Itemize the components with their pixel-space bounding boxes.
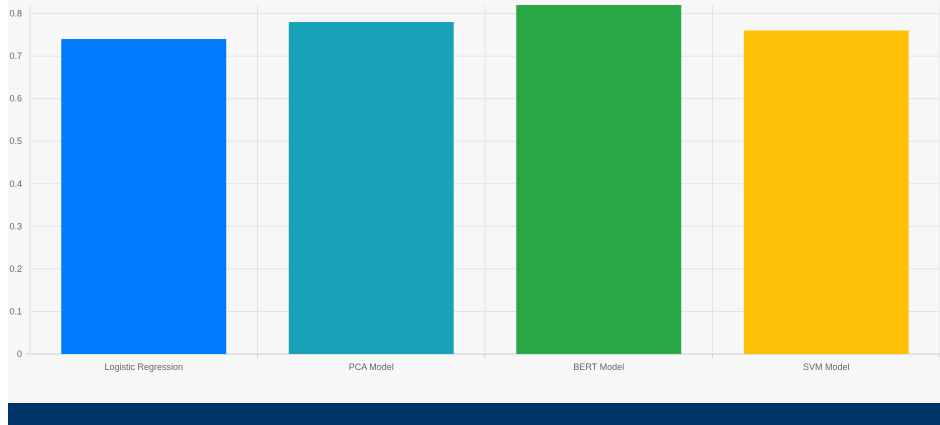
y-tick-label-3: 0.3 xyxy=(9,221,22,231)
y-tick-label-6: 0.6 xyxy=(9,94,22,104)
chart-panel: 0 0.1 0.2 0.3 0.4 0.5 0.6 0.7 0.8 Logistic Regres… xyxy=(8,0,940,403)
x-tick-label-3: SVM Model xyxy=(803,362,850,372)
y-tick-label-0: 0 xyxy=(17,349,22,359)
y-tick-label-2: 0.2 xyxy=(9,264,22,274)
y-tick-label-7: 0.7 xyxy=(9,51,22,61)
x-tick-label-1: PCA Model xyxy=(349,362,394,372)
bar-svm-model[interactable] xyxy=(743,30,909,354)
bar-bert-model[interactable] xyxy=(516,5,682,354)
x-tick-label-0: Logistic Regression xyxy=(104,362,183,372)
bar-pca-model[interactable] xyxy=(288,22,454,355)
bar-logistic-regression[interactable] xyxy=(61,39,227,355)
x-tick-label-2: BERT Model xyxy=(573,362,624,372)
y-tick-label-8: 0.8 xyxy=(9,9,22,19)
footer-band xyxy=(8,403,940,425)
y-tick-label-4: 0.4 xyxy=(9,179,22,189)
y-tick-label-5: 0.5 xyxy=(9,136,22,146)
y-tick-label-1: 0.1 xyxy=(9,306,22,316)
bar-chart: 0 0.1 0.2 0.3 0.4 0.5 0.6 0.7 0.8 Logistic Regres… xyxy=(9,5,940,372)
